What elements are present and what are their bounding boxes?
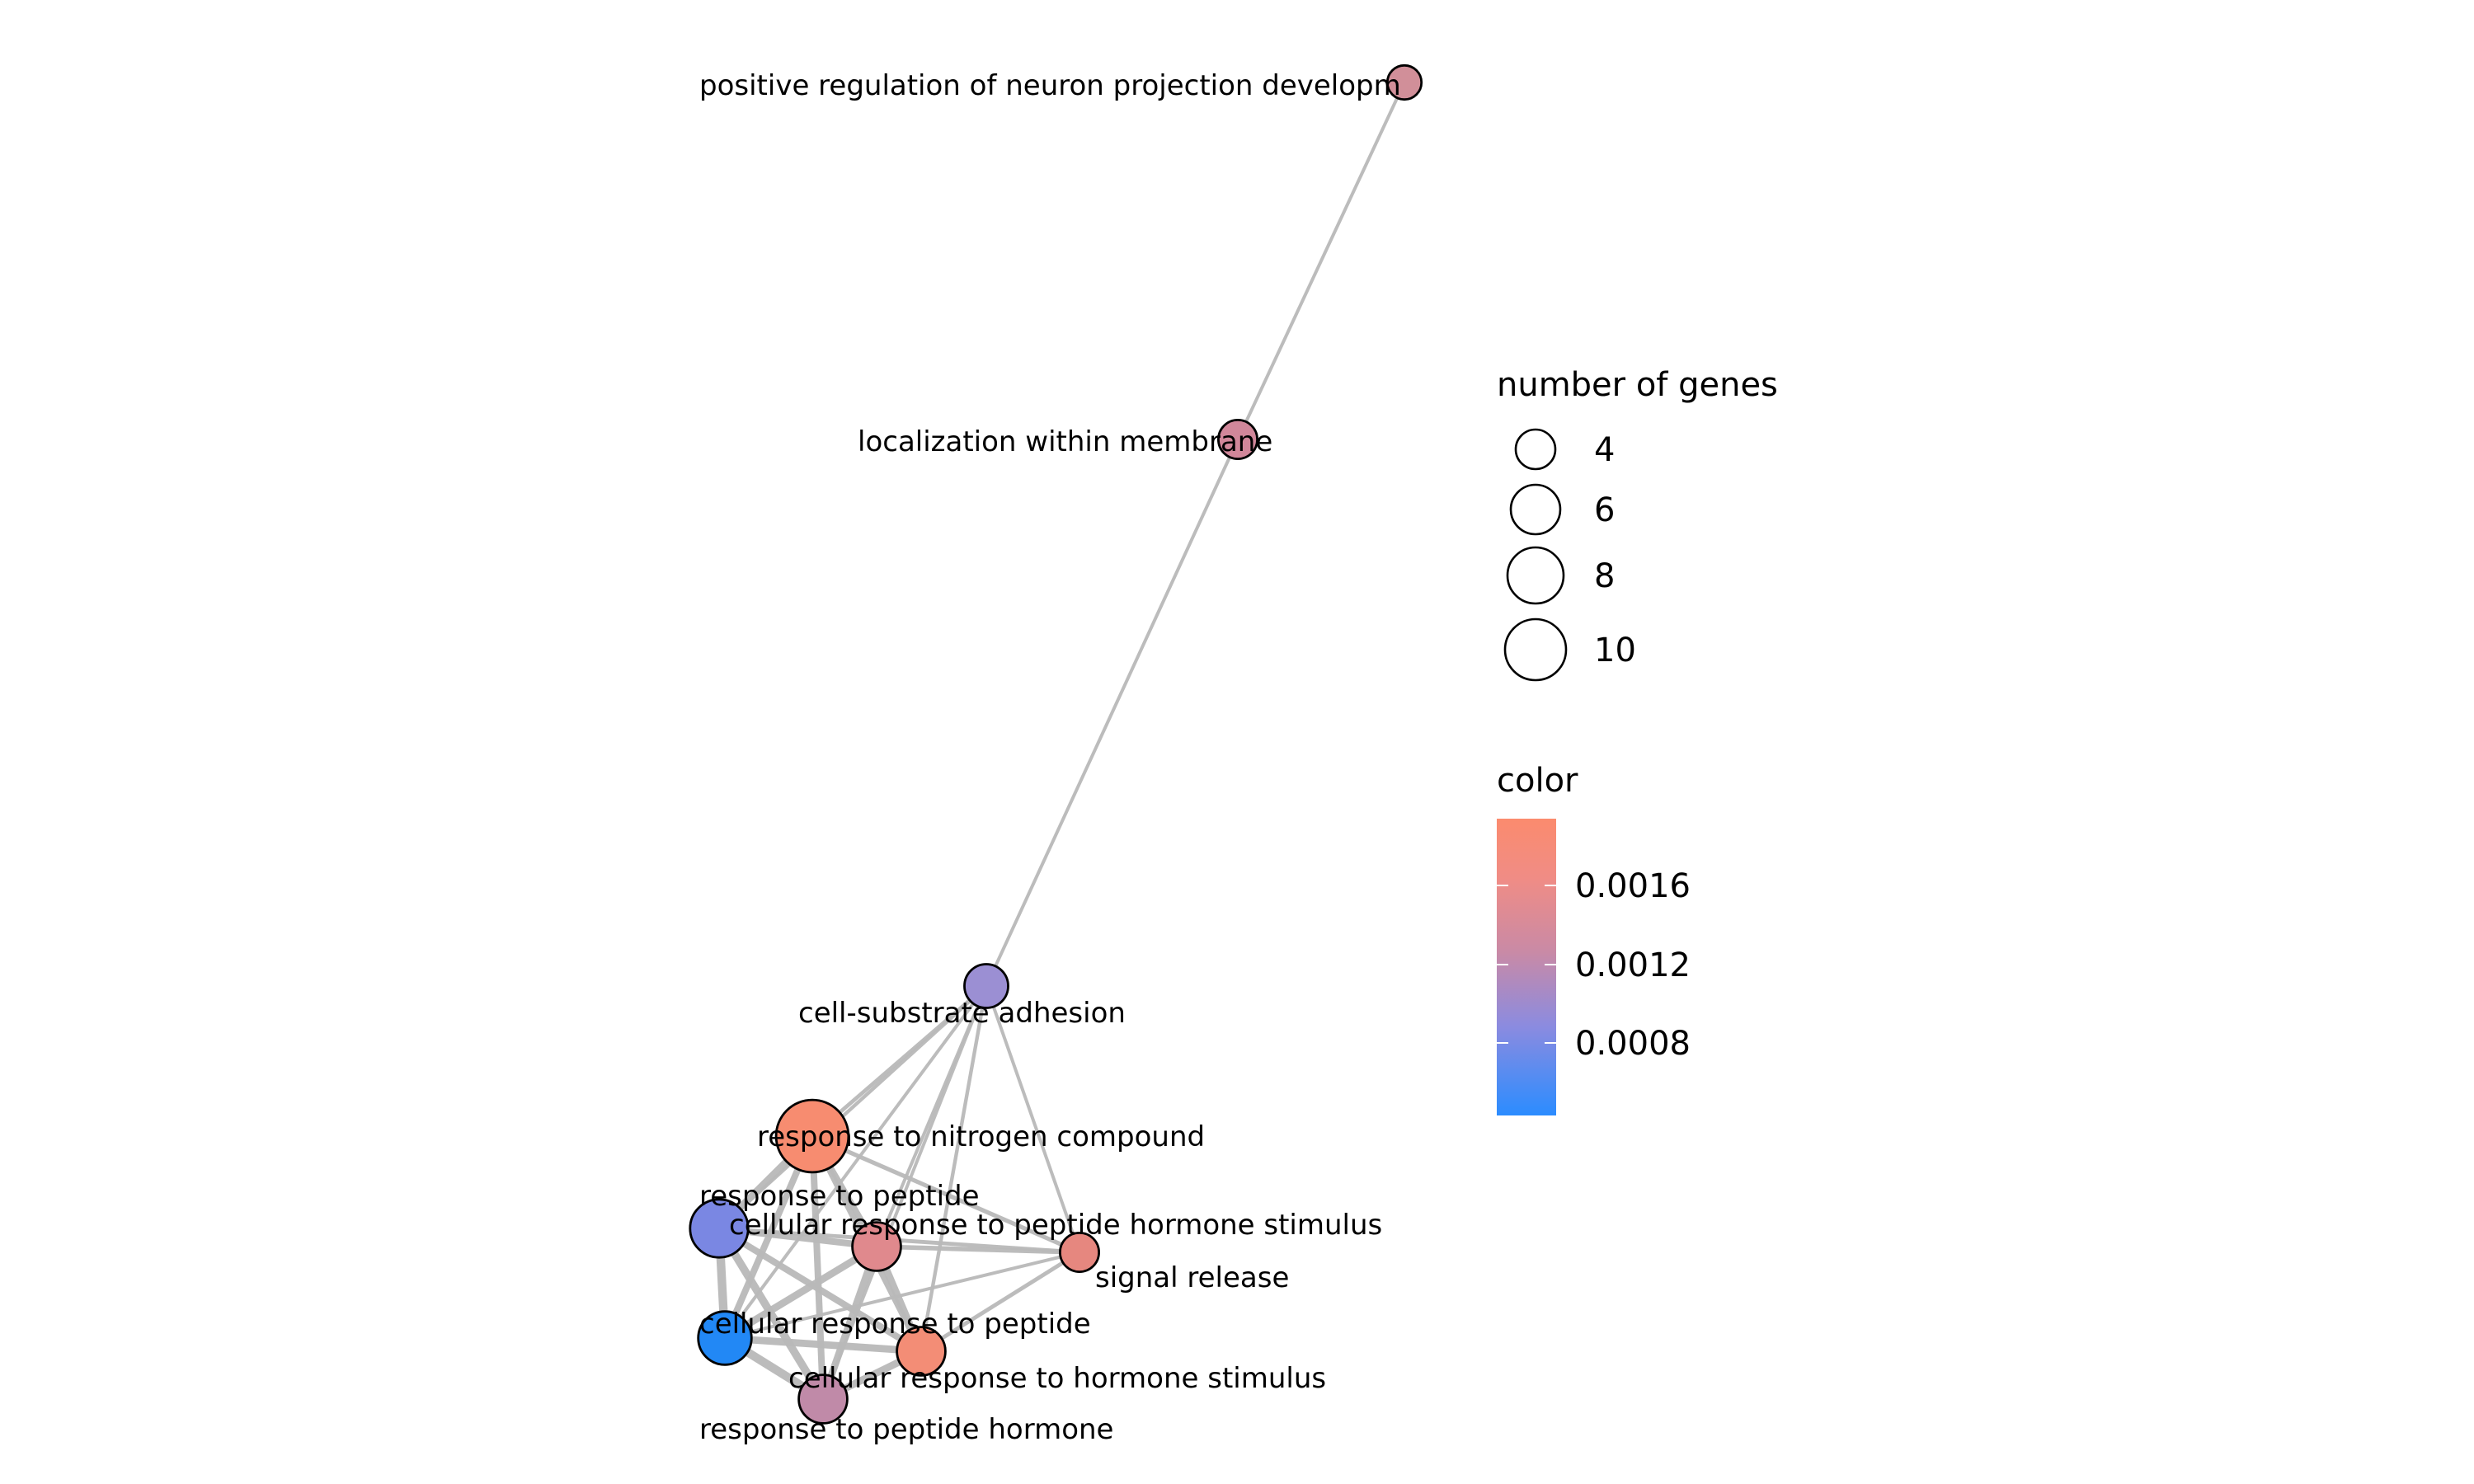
node-label-localization-within-membrane: localization within membrane [858, 425, 1272, 458]
node-label-cellular-response-to-peptide: cellular response to peptide [699, 1308, 1091, 1341]
node-label-response-to-peptide: response to peptide [699, 1180, 980, 1213]
edge-n_signal-n_cell_resp_pep [723, 1251, 1081, 1340]
node-cell-sub [963, 963, 1009, 1009]
size-key-circle-8 [1506, 546, 1565, 605]
size-key-label-8: 8 [1594, 557, 1615, 595]
edge-n_cell_resp_pep-n_cell_resp_horm [721, 1334, 925, 1355]
node-cell-resp-pep-horm [851, 1221, 902, 1272]
node-label-cellular-response-to-peptide-hormone-stimulus: cellular response to peptide hormone sti… [729, 1209, 1382, 1242]
edge-n_loc_mem-n_cell_sub [985, 438, 1239, 988]
node-label-positive-regulation: positive regulation of neuron projection… [699, 69, 1401, 102]
size-key-circle-6 [1509, 483, 1562, 536]
edge-n_pos_reg-n_loc_mem [1236, 81, 1406, 441]
node-label-response-to-nitrogen-compound: response to nitrogen compound [757, 1120, 1205, 1153]
labels-layer: positive regulation of neuron projection… [699, 69, 1401, 1446]
color-legend-title: color [1497, 762, 1578, 800]
node-label-signal-release: signal release [1095, 1261, 1289, 1294]
colorbar [1497, 819, 1556, 1115]
colorbar-label-0.0008: 0.0008 [1575, 1025, 1691, 1063]
size-key-label-10: 10 [1594, 632, 1636, 669]
size-legend: number of genes 4 6 8 10 [1497, 366, 1778, 682]
edge-n_cell_sub-n_signal [985, 984, 1081, 1254]
size-key-label-4: 4 [1594, 431, 1615, 469]
node-cell-resp-pep [697, 1310, 753, 1366]
node-cell-resp-horm [896, 1326, 947, 1377]
edge-n_cell_sub-n_cell_resp_pep [723, 984, 988, 1340]
color-legend: color 0.0016 0.0012 0.0008 [1497, 762, 1691, 1115]
node-signal [1059, 1232, 1101, 1274]
node-resp-pep-horm [797, 1374, 849, 1425]
node-pos-reg [1385, 63, 1423, 101]
node-label-response-to-peptide-hormone: response to peptide hormone [699, 1413, 1113, 1446]
edge-n_cell_resp_pep_horm-n_signal [874, 1244, 1082, 1255]
edge-n_cell_resp_pep_horm-n_cell_resp_pep [721, 1242, 881, 1342]
node-label-cellular-response-to-hormone-stimulus: cellular response to hormone stimulus [788, 1362, 1326, 1395]
size-key-label-6: 6 [1594, 491, 1615, 529]
edge-n_cell_resp_pep_horm-n_resp_pep_horm [819, 1242, 881, 1403]
colorbar-label-0.0012: 0.0012 [1575, 946, 1691, 984]
edge-n_resp_nitro-n_signal [810, 1134, 1082, 1255]
edge-n_resp_pep-n_cell_resp_horm [716, 1225, 924, 1355]
edge-n_resp_nitro-n_resp_pep_horm [809, 1133, 826, 1402]
size-key-circle-4 [1514, 428, 1557, 471]
size-key-circle-10 [1503, 618, 1568, 682]
node-label-cell-substrate-adhesion: cell-substrate adhesion [798, 997, 1126, 1030]
node-resp-nitro [774, 1098, 850, 1174]
edge-n_cell_sub-n_cell_resp_horm [919, 984, 989, 1354]
colorbar-label-0.0016: 0.0016 [1575, 867, 1691, 905]
edge-n_signal-n_cell_resp_horm [919, 1250, 1082, 1354]
nodes-layer [689, 63, 1423, 1425]
node-resp-pep [689, 1198, 750, 1259]
size-legend-title: number of genes [1497, 366, 1778, 404]
node-loc-mem [1217, 418, 1259, 460]
